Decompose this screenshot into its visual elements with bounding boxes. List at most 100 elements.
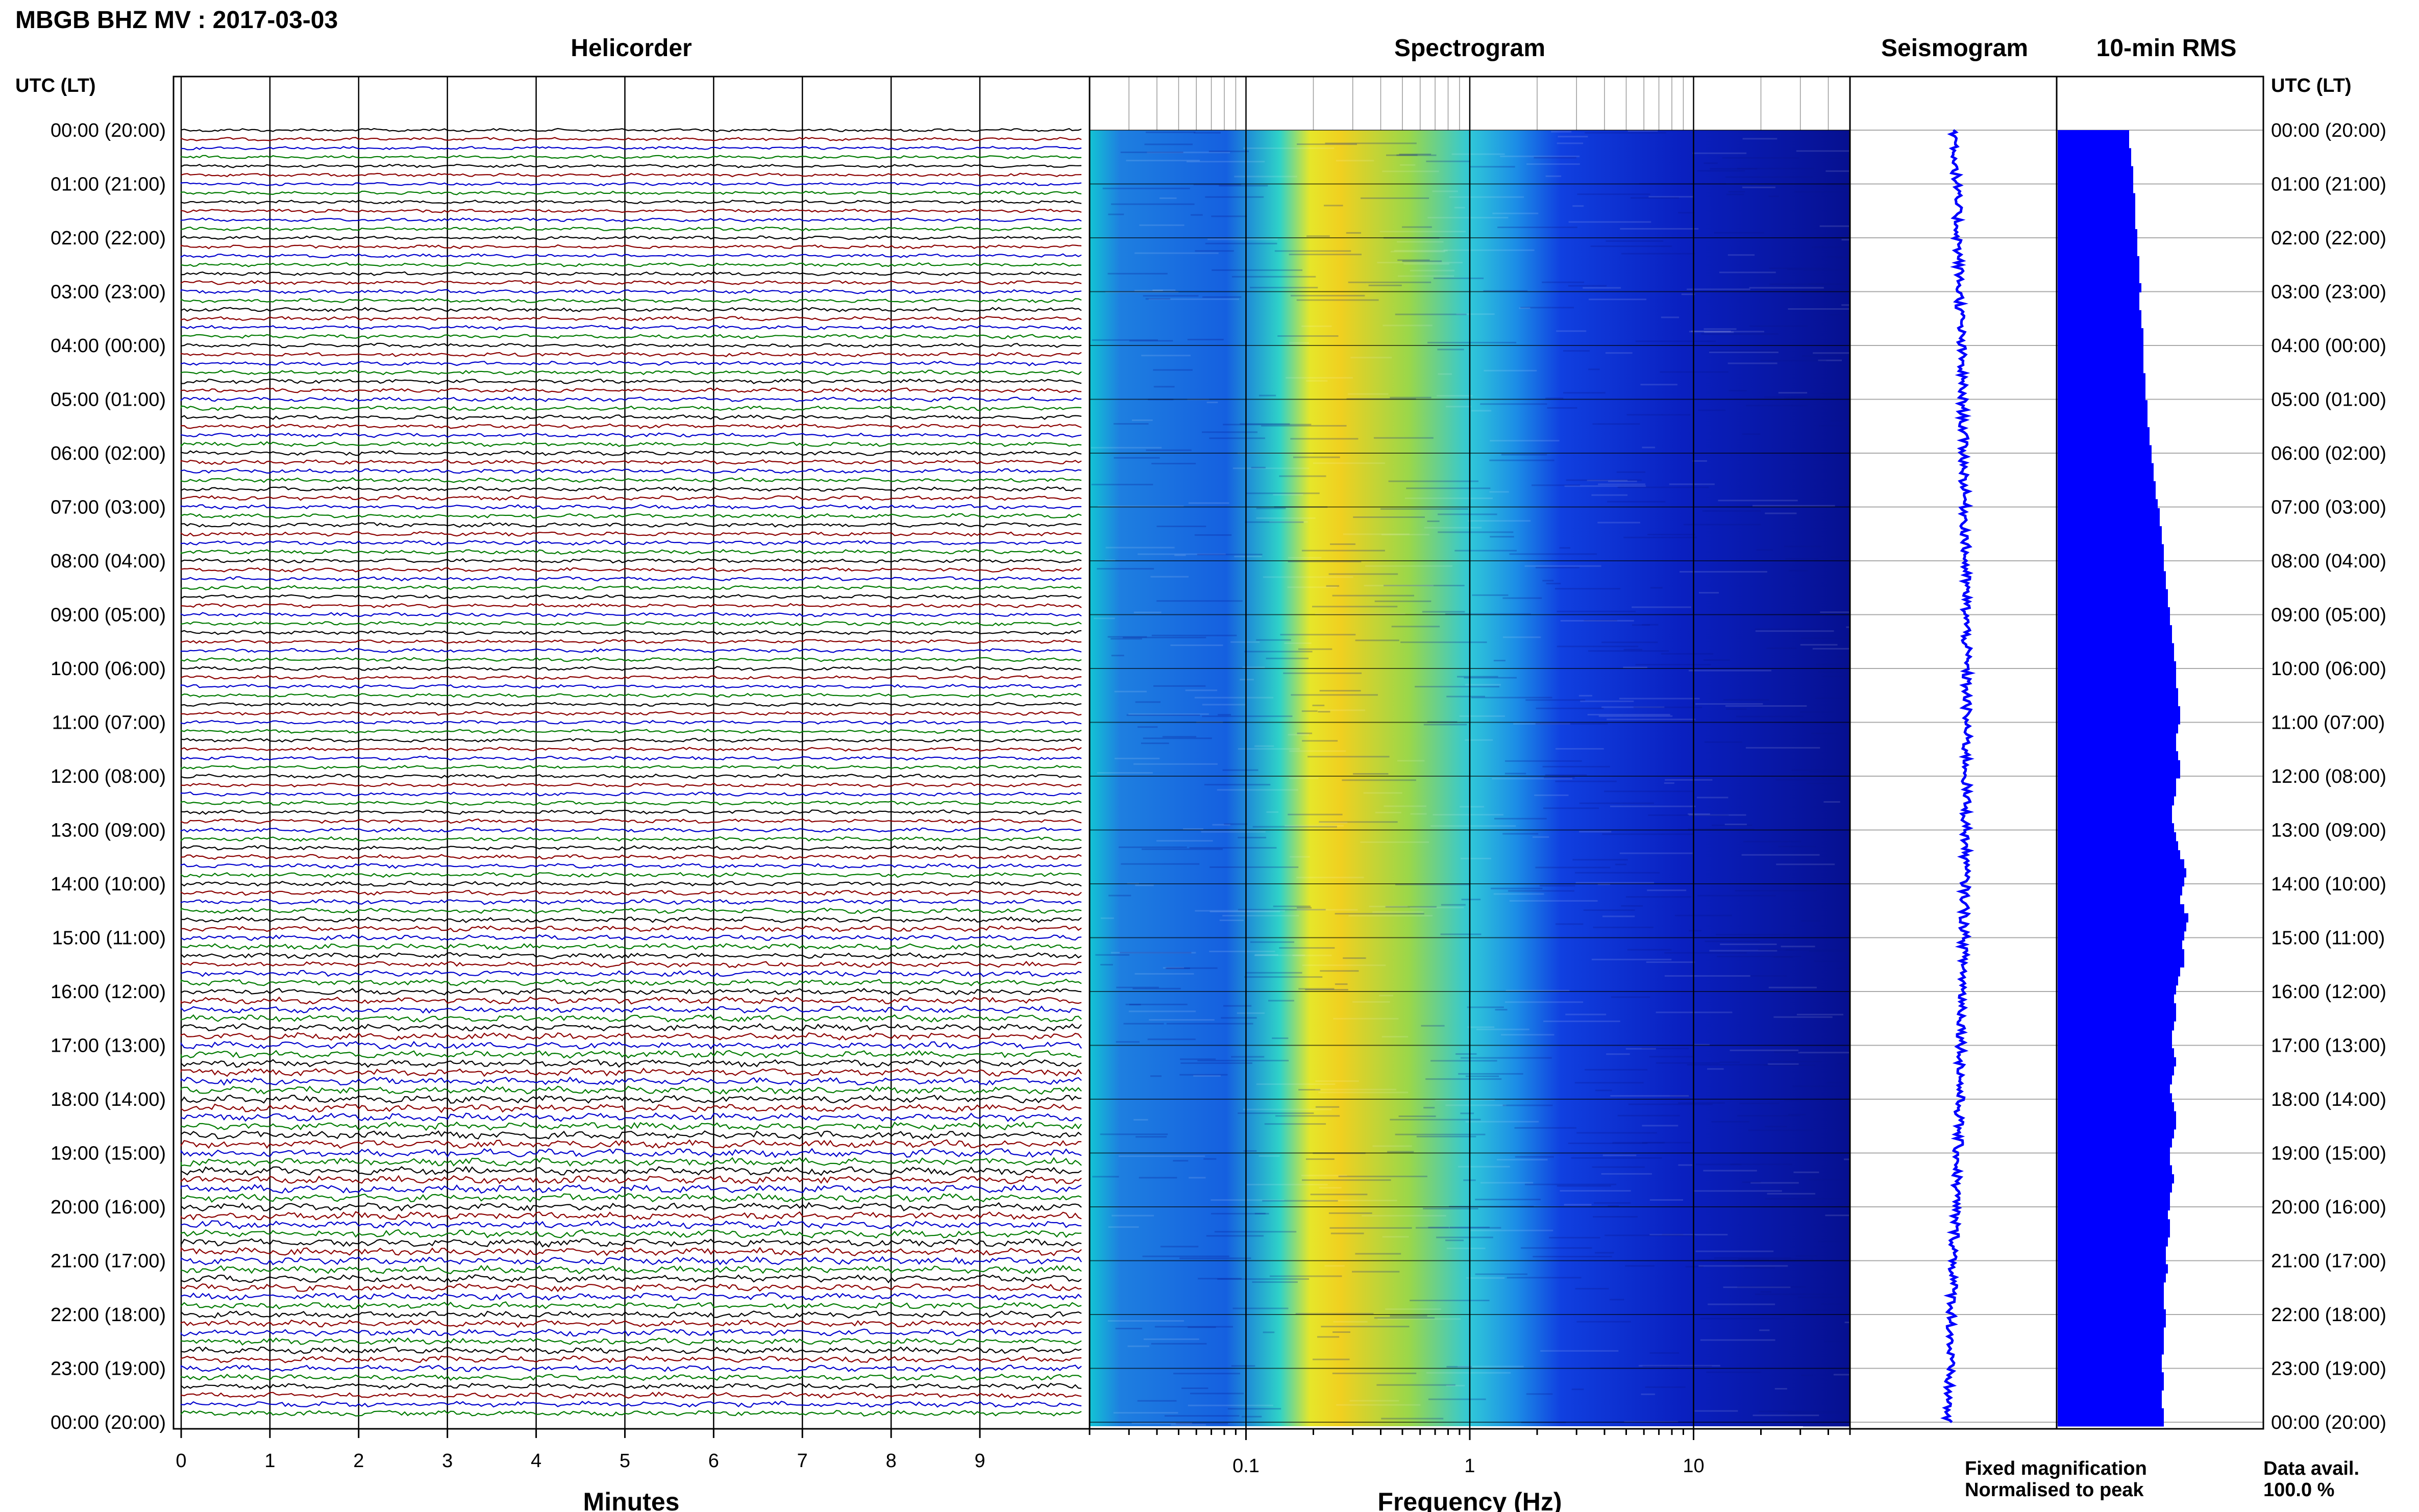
x-tick-label: 1 xyxy=(264,1450,275,1472)
hour-label-left: 03:00 (23:00) xyxy=(51,282,166,303)
spectrogram-streak xyxy=(1738,1258,1813,1260)
rms-bar xyxy=(2058,787,2176,797)
spectrogram-streak xyxy=(1633,706,1702,708)
rms-bar xyxy=(2058,1327,2164,1337)
hour-label-left: 17:00 (13:00) xyxy=(51,1035,166,1057)
spectrogram-streak xyxy=(1468,520,1531,522)
hour-label-right: 23:00 (19:00) xyxy=(2271,1358,2386,1380)
spectrogram-streak xyxy=(1148,298,1239,300)
rms-bar xyxy=(2058,1084,2170,1094)
spectrogram-streak xyxy=(1141,355,1191,357)
rms-bar xyxy=(2058,166,2133,176)
helicorder-trace xyxy=(180,513,1082,519)
hour-label-left: 10:00 (06:00) xyxy=(51,658,166,680)
spectrogram-streak xyxy=(1813,352,1850,354)
helicorder-trace xyxy=(180,567,1082,573)
spectrogram-streak xyxy=(1710,168,1758,170)
spectrogram-streak xyxy=(1131,1422,1192,1424)
rms-bar xyxy=(2058,1399,2162,1409)
spectrogram-streak xyxy=(1532,484,1581,486)
spectrogram-streak xyxy=(1825,170,1850,172)
spectrogram-streak xyxy=(1620,228,1699,230)
spectrogram-streak xyxy=(1493,893,1544,895)
spectrogram-streak xyxy=(1702,510,1761,512)
spectrogram-streak xyxy=(1778,846,1816,848)
rms-bar xyxy=(2058,760,2180,770)
spectrogram-streak xyxy=(1252,1281,1298,1283)
spectrogram-streak xyxy=(1218,714,1231,716)
spectrogram-streak xyxy=(1321,1326,1410,1328)
spectrogram-streak xyxy=(1502,597,1542,599)
spectrogram-streak xyxy=(1833,1374,1850,1376)
spectrogram-streak xyxy=(1708,1303,1775,1305)
x-tick-label: 6 xyxy=(708,1450,719,1472)
spectrogram-streak xyxy=(1572,859,1628,861)
hour-label-left: 22:00 (18:00) xyxy=(51,1304,166,1326)
spectrogram-streak xyxy=(1385,1308,1441,1310)
spectrogram-streak xyxy=(1313,1358,1350,1360)
spectrogram-streak xyxy=(1437,395,1473,397)
spectrogram-streak xyxy=(1368,284,1402,286)
rms-bar xyxy=(2058,148,2131,158)
spectrogram-streak xyxy=(1556,923,1584,925)
rms-bar xyxy=(2058,706,2180,715)
spectrogram-streak xyxy=(1242,666,1265,668)
spectrogram-streak xyxy=(1728,191,1745,193)
spectrogram-streak xyxy=(1147,152,1230,154)
spectrogram-streak xyxy=(1764,1126,1787,1128)
spectrogram-streak xyxy=(1333,1321,1368,1323)
spectrogram-streak xyxy=(1692,152,1747,154)
rms-bar xyxy=(2058,877,2184,887)
spectrogram-streak xyxy=(1756,549,1773,551)
rms-bar xyxy=(2058,319,2141,329)
utc-label-right: UTC (LT) xyxy=(2271,75,2352,96)
helicorder-trace xyxy=(180,1265,1082,1275)
spectrogram-streak xyxy=(1826,1081,1850,1083)
spectrogram-streak xyxy=(1769,283,1850,285)
rms-bar xyxy=(2058,1417,2164,1427)
spectrogram-streak xyxy=(1361,197,1429,199)
spectrogram-streak xyxy=(1579,831,1612,833)
spectrogram-streak xyxy=(1801,920,1821,922)
spectrogram-streak xyxy=(1536,566,1579,568)
spectrogram-streak xyxy=(1400,641,1487,643)
rms-bar xyxy=(2058,1048,2174,1058)
spectrogram-streak xyxy=(1454,207,1465,209)
spectrogram-streak xyxy=(1584,619,1617,622)
spectrogram-streak xyxy=(1739,1102,1780,1104)
rms-bar xyxy=(2058,535,2162,544)
hour-label-left: 23:00 (19:00) xyxy=(51,1358,166,1380)
spectrogram-streak xyxy=(1428,1226,1449,1228)
spectrogram-streak xyxy=(1773,956,1793,958)
helicorder-trace xyxy=(180,1346,1082,1355)
spectrogram-streak xyxy=(1465,739,1493,741)
spectrogram-streak xyxy=(1611,996,1650,998)
spectrogram-streak xyxy=(1572,205,1584,207)
rms-bar xyxy=(2058,1057,2176,1067)
spectrogram-streak xyxy=(1842,764,1850,765)
spectrogram-streak xyxy=(1363,792,1402,794)
rms-bar xyxy=(2058,652,2174,662)
spectrogram-streak xyxy=(1604,790,1694,792)
hour-label-right: 13:00 (09:00) xyxy=(2271,820,2386,841)
helicorder-trace xyxy=(180,1274,1082,1284)
helicorder-trace xyxy=(180,1148,1082,1158)
spectrogram-streak xyxy=(1293,456,1340,458)
spectrogram-streak xyxy=(1650,587,1663,589)
spectrogram-streak xyxy=(1162,736,1196,738)
helicorder-trace xyxy=(180,907,1082,914)
spectrogram-streak xyxy=(1372,911,1424,913)
spectrogram-streak xyxy=(1427,341,1517,343)
data-avail-value: 100.0 % xyxy=(2263,1479,2334,1501)
spectrogram-streak xyxy=(1571,1157,1662,1159)
spectrogram-streak xyxy=(1355,639,1399,641)
spectrogram-streak xyxy=(1188,1404,1273,1406)
spectrogram-streak xyxy=(1803,1425,1850,1427)
spectrogram-texture xyxy=(1091,130,1850,1427)
spectrogram-streak xyxy=(1623,536,1697,538)
spectrogram-streak xyxy=(1377,262,1463,264)
spectrogram-streak xyxy=(1758,949,1794,951)
spectrogram-streak xyxy=(1284,642,1312,644)
spectrogram-streak xyxy=(1458,1366,1524,1368)
